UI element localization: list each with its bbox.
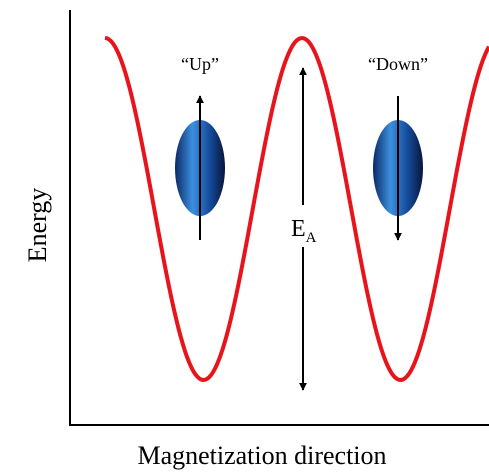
y-axis-label: Energy <box>23 188 52 263</box>
up-label: “Up” <box>181 54 219 74</box>
x-axis-label: Magnetization direction <box>137 441 386 470</box>
barrier-symbol: E <box>291 216 306 242</box>
energy-curve <box>104 36 489 383</box>
down-label: “Down” <box>368 54 428 74</box>
barrier-subscript: A <box>306 230 317 246</box>
barrier-label: EA <box>291 216 317 246</box>
barrier-label-bg <box>282 205 326 247</box>
